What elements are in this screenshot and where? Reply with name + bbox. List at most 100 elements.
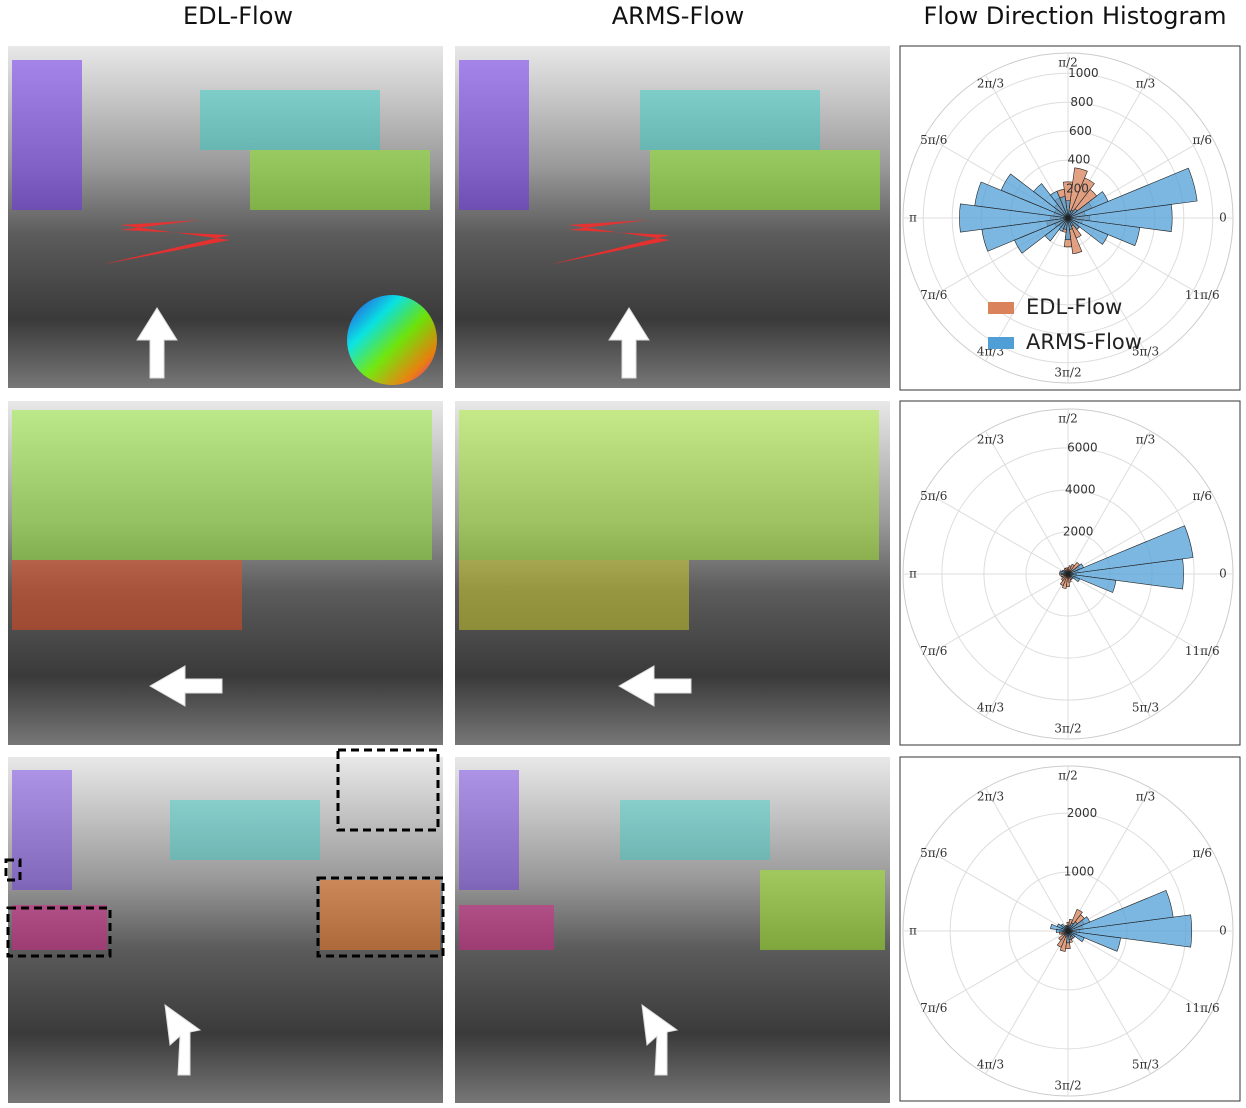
grid-spoke bbox=[924, 848, 1069, 932]
grid-spoke bbox=[985, 573, 1069, 718]
angle-tick-label: π/6 bbox=[1192, 133, 1212, 147]
angle-tick-label: π bbox=[909, 567, 917, 581]
angle-tick-label: 5π/3 bbox=[1132, 345, 1159, 359]
histogram-bar bbox=[1058, 217, 1069, 232]
histogram-bar bbox=[1061, 573, 1069, 589]
histogram-bar bbox=[1067, 217, 1141, 247]
histogram-bar bbox=[1067, 208, 1078, 219]
angle-tick-label: 5π/6 bbox=[920, 133, 947, 147]
grid-spoke bbox=[1067, 430, 1151, 575]
histogram-bar bbox=[1062, 181, 1074, 219]
grid-spoke bbox=[985, 930, 1069, 1075]
grid-spoke bbox=[1067, 848, 1212, 932]
histogram-bar bbox=[1067, 167, 1198, 219]
histogram-bar bbox=[1050, 923, 1069, 932]
angle-tick-label: 4π/3 bbox=[977, 1058, 1004, 1072]
polar-chart: 0π/6π/3π/22π/35π/6π7π/64π/33π/25π/311π/6… bbox=[902, 52, 1234, 384]
grid-spoke bbox=[985, 787, 1069, 932]
grid-spoke bbox=[924, 573, 1069, 657]
histogram-bar bbox=[1067, 924, 1071, 932]
histogram-bar bbox=[981, 217, 1069, 252]
histogram-bar bbox=[1061, 572, 1069, 576]
histogram-bar bbox=[1059, 570, 1069, 575]
angle-tick-label: 11π/6 bbox=[1185, 1001, 1220, 1015]
grid-spoke bbox=[1067, 491, 1212, 575]
r-tick-label: 4000 bbox=[1065, 483, 1096, 497]
grid-spoke bbox=[1067, 930, 1151, 1075]
legend-label: ARMS-Flow bbox=[1026, 330, 1142, 354]
angle-tick-label: 2π/3 bbox=[977, 76, 1004, 90]
grid-spoke bbox=[924, 930, 1069, 1014]
r-tick-label: 400 bbox=[1067, 153, 1090, 167]
histogram-bar bbox=[1067, 573, 1117, 593]
r-tick-label: 2000 bbox=[1063, 525, 1094, 539]
angle-tick-label: 11π/6 bbox=[1185, 644, 1220, 658]
column-title: ARMS-Flow bbox=[612, 2, 744, 30]
angle-tick-label: 0 bbox=[1219, 211, 1227, 225]
angle-tick-label: 7π/6 bbox=[920, 644, 947, 658]
histogram-bar bbox=[1067, 922, 1074, 932]
grid-spoke bbox=[1067, 930, 1212, 1014]
histogram-bar bbox=[1067, 563, 1084, 575]
polar-chart: 0π/6π/3π/22π/35π/6π7π/64π/33π/25π/311π/6… bbox=[902, 765, 1234, 1097]
grid-spoke bbox=[924, 491, 1069, 575]
angle-tick-label: π/2 bbox=[1058, 56, 1078, 70]
r-tick-label: 6000 bbox=[1067, 441, 1098, 455]
highlight-box bbox=[4, 748, 445, 958]
histogram-bar bbox=[1014, 217, 1069, 254]
angle-tick-label: π/6 bbox=[1192, 489, 1212, 503]
r-tick-label: 200 bbox=[1066, 182, 1089, 196]
angle-tick-label: 2π/3 bbox=[977, 432, 1004, 446]
angle-tick-label: π/3 bbox=[1136, 789, 1156, 803]
legend-swatch bbox=[988, 337, 1014, 349]
grid-spoke bbox=[1067, 573, 1151, 718]
image-panel bbox=[8, 401, 443, 745]
histogram-bar bbox=[1067, 921, 1078, 932]
angle-tick-label: π bbox=[909, 211, 917, 225]
histogram-bar bbox=[1067, 167, 1088, 219]
r-tick-label: 800 bbox=[1070, 95, 1093, 109]
motion-arrows bbox=[136, 307, 692, 1076]
r-tick-label: 1000 bbox=[1064, 865, 1095, 879]
angle-tick-label: 0 bbox=[1219, 567, 1227, 581]
grid-spoke bbox=[985, 430, 1069, 575]
angle-tick-label: 3π/2 bbox=[1054, 1079, 1081, 1093]
histogram-bar bbox=[1044, 217, 1069, 242]
histogram-bar bbox=[1067, 209, 1074, 219]
angle-tick-label: 7π/6 bbox=[920, 288, 947, 302]
angle-tick-label: π/3 bbox=[1136, 76, 1156, 90]
histogram-bar bbox=[959, 203, 1069, 233]
histogram-bar bbox=[1067, 914, 1193, 948]
angle-tick-label: π/2 bbox=[1058, 412, 1078, 426]
angle-tick-label: π/6 bbox=[1192, 846, 1212, 860]
event-images bbox=[4, 46, 890, 1103]
column-title: Flow Direction Histogram bbox=[924, 2, 1227, 30]
r-tick-label: 1000 bbox=[1068, 66, 1099, 80]
histogram-bar bbox=[1067, 525, 1194, 575]
angle-tick-label: 5π/3 bbox=[1132, 1058, 1159, 1072]
column-title: EDL-Flow bbox=[183, 2, 293, 30]
histogram-bar bbox=[1055, 929, 1069, 933]
angle-tick-label: 2π/3 bbox=[977, 789, 1004, 803]
histogram-bar bbox=[1066, 573, 1070, 587]
angle-tick-label: 5π/3 bbox=[1132, 701, 1159, 715]
histogram-bar bbox=[1064, 217, 1072, 241]
angle-tick-label: π bbox=[909, 924, 917, 938]
angle-tick-label: 3π/2 bbox=[1054, 366, 1081, 380]
polar-chart: 0π/6π/3π/22π/35π/6π7π/64π/33π/25π/311π/6… bbox=[902, 408, 1234, 740]
grid-spoke bbox=[1067, 787, 1151, 932]
histogram-bar bbox=[1067, 916, 1091, 932]
angle-tick-label: π/3 bbox=[1136, 432, 1156, 446]
histogram-bar bbox=[1067, 191, 1109, 219]
legend-swatch bbox=[988, 302, 1014, 314]
grid-spoke bbox=[1067, 217, 1151, 362]
r-tick-label: 600 bbox=[1069, 124, 1092, 138]
histogram-bar bbox=[1067, 930, 1121, 952]
r-tick-label: 2000 bbox=[1067, 806, 1098, 820]
angle-tick-label: 11π/6 bbox=[1185, 288, 1220, 302]
angle-tick-label: 3π/2 bbox=[1054, 722, 1081, 736]
flow-overlay bbox=[12, 60, 885, 950]
angle-tick-label: 5π/6 bbox=[920, 846, 947, 860]
angle-tick-label: 0 bbox=[1219, 924, 1227, 938]
